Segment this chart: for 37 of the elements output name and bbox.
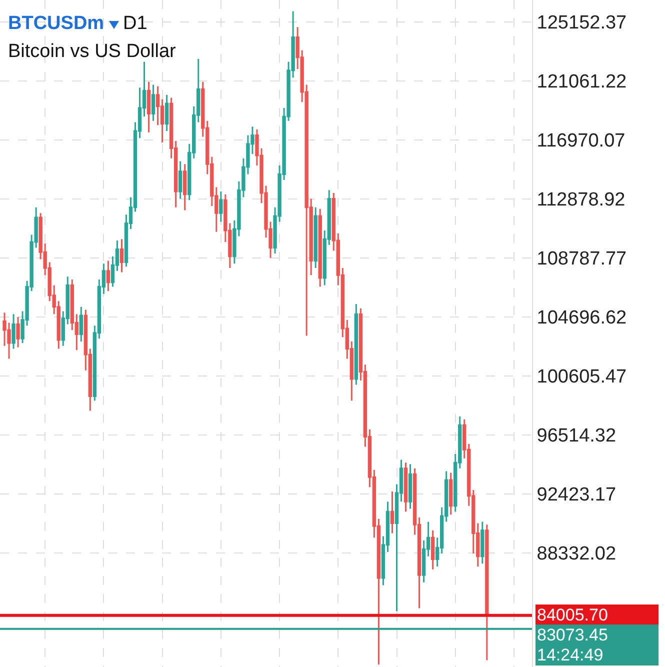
candlestick [79, 306, 84, 342]
text: Bitcoin vs US Dollar [8, 40, 176, 64]
candlestick [12, 313, 16, 350]
text: 14:24:49 [537, 646, 604, 664]
candlestick [480, 521, 484, 564]
candlestick [318, 208, 322, 288]
candlestick [314, 206, 318, 269]
y-tick-label: 112878.92 [536, 190, 626, 211]
text: BTCUSDm [8, 13, 104, 34]
candlestick [16, 316, 20, 348]
y-tick-label: 104696.62 [536, 308, 627, 329]
candlestick [120, 238, 124, 274]
candlestick [106, 260, 110, 292]
candlestick [404, 462, 408, 512]
candlestick [151, 84, 156, 122]
candlestick [430, 530, 435, 570]
ref-line-label: 83073.45 [537, 626, 608, 644]
y-tick-label: 108787.77 [536, 248, 627, 270]
y-tick-label: 125152.37 [536, 12, 627, 34]
candlestick [448, 472, 453, 516]
y-tick-label: 92423.17 [536, 484, 616, 506]
candlestick [354, 303, 358, 386]
candlestick [485, 524, 489, 661]
candlestick [164, 94, 169, 132]
y-tick-label: 121061.22 [536, 72, 627, 93]
candlestick [390, 490, 394, 534]
y-tick-label: 100605.47 [536, 366, 627, 388]
y-tick-label: 116970.07 [536, 130, 626, 152]
ref-line-label: 84005.70 [537, 606, 608, 624]
candlestick [178, 160, 182, 200]
candlestick [182, 163, 187, 212]
y-tick-label: 88332.02 [536, 544, 616, 565]
y-tick-label: 96514.32 [536, 426, 616, 447]
candlestick [146, 81, 151, 134]
annotation: D1 [122, 13, 148, 34]
candlestick [408, 463, 412, 510]
candlestick [219, 190, 223, 223]
